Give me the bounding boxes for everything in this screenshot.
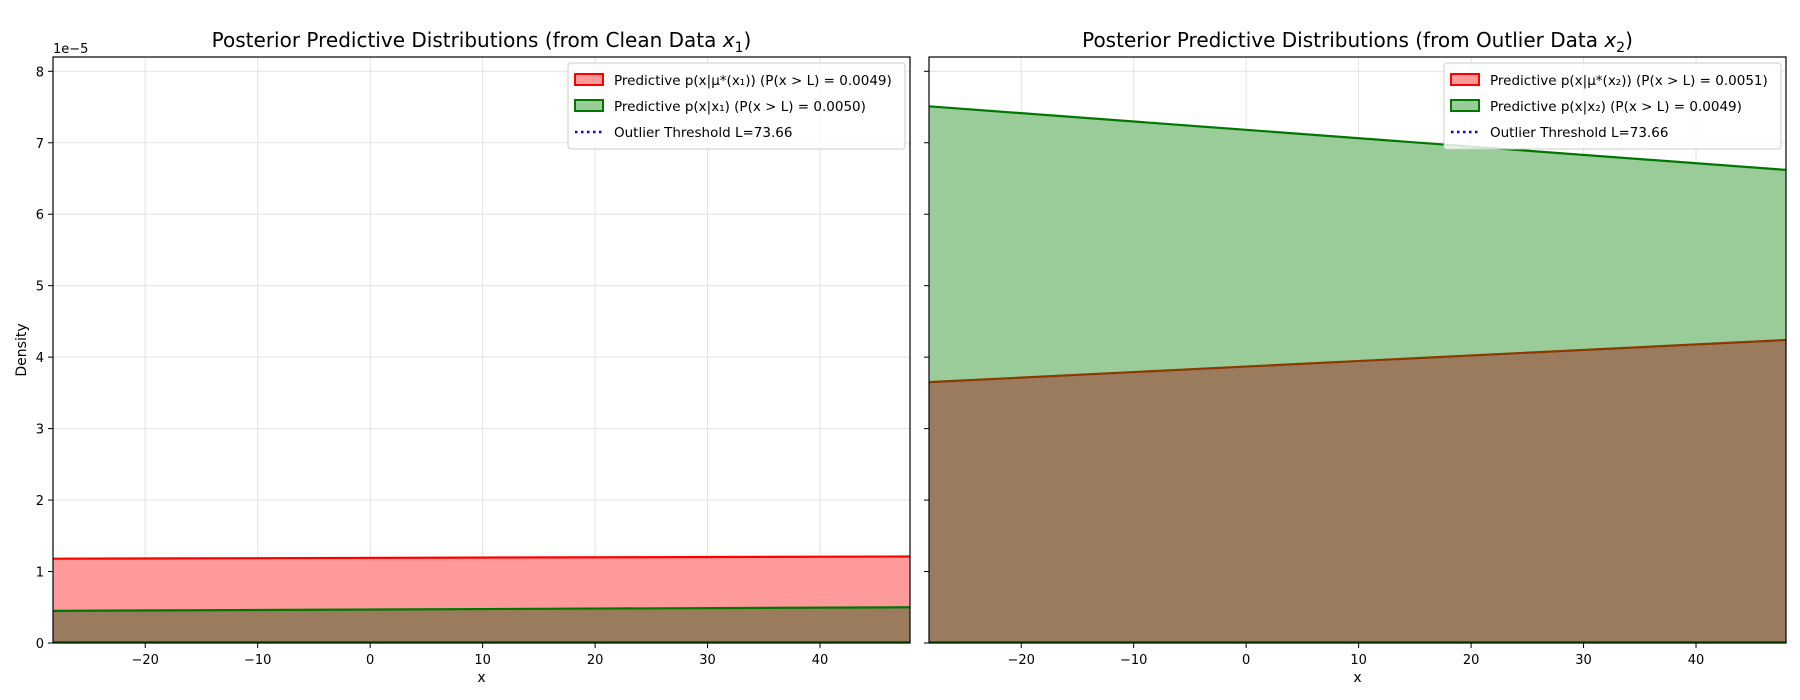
y-tick-label: 6: [36, 208, 44, 223]
line-series-1: [929, 338, 1786, 384]
x-tick-label: 0: [366, 653, 374, 668]
x-tick-label: −10: [244, 653, 271, 668]
area-series-2: [53, 607, 910, 643]
x-axis-label: x: [1353, 670, 1361, 686]
line-series-2: [53, 606, 910, 612]
area-series-2: [929, 106, 1786, 643]
y-tick-label: 1: [36, 566, 44, 581]
legend-label-1: Predictive p(x|μ*(x₂)) (P(x > L) = 0.005…: [1490, 73, 1768, 89]
x-axis-label: x: [477, 670, 485, 686]
y-tick-label: 2: [36, 494, 44, 509]
axes-frame: [52, 56, 911, 644]
x-tick-label: 0: [1242, 653, 1250, 668]
x-tick-label: 40: [1688, 653, 1705, 668]
axes-frame: [928, 56, 1787, 644]
x-tick-label: 30: [699, 653, 716, 668]
chart-title: Posterior Predictive Distributions (from…: [212, 28, 752, 56]
chart-panel-1: −20 −10 0 10 20 30 40 0 1 2 3 4 5 6 7 8 x Density 1e−5 Post…: [14, 28, 911, 686]
x-tick-label: 10: [1350, 653, 1367, 668]
legend-label-1: Predictive p(x|μ*(x₁)) (P(x > L) = 0.004…: [614, 73, 892, 89]
y-tick-label: 7: [36, 137, 44, 152]
title-text: Posterior Predictive Distributions (from…: [1082, 28, 1604, 52]
y-tick-label: 3: [36, 423, 44, 438]
line-series-1: [53, 555, 910, 560]
x-tick-label: 10: [474, 653, 491, 668]
x-tick-label: 40: [812, 653, 829, 668]
legend-swatch-1: [574, 73, 604, 86]
x-tick-label: 20: [1463, 653, 1480, 668]
line-series-2: [929, 105, 1786, 172]
y-axis-label: Density: [14, 323, 30, 376]
title-text: Posterior Predictive Distributions (from…: [212, 28, 723, 52]
title-close: ): [744, 28, 752, 52]
legend: Predictive p(x|μ*(x₂)) (P(x > L) = 0.005…: [1443, 62, 1782, 150]
legend-label-2: Predictive p(x|x₂) (P(x > L) = 0.0049): [1490, 99, 1742, 115]
plot-area: [929, 105, 1786, 643]
x-tick-label: −20: [132, 653, 159, 668]
title-variable: x: [1603, 28, 1616, 52]
title-variable: x: [722, 28, 735, 52]
y-tick-label: 8: [36, 65, 44, 80]
legend: Predictive p(x|μ*(x₁)) (P(x > L) = 0.004…: [567, 62, 906, 150]
title-subscript: 2: [1616, 40, 1625, 56]
legend-swatch-1: [1450, 73, 1480, 86]
legend-box: [1443, 62, 1782, 150]
y-offset-label: 1e−5: [53, 42, 88, 57]
plot-area: [53, 555, 910, 643]
legend-swatch-2: [1450, 99, 1480, 112]
y-tick-label: 5: [36, 280, 44, 295]
legend-label-3: Outlier Threshold L=73.66: [614, 125, 792, 141]
y-tick-label: 4: [36, 351, 44, 366]
x-tick-label: −20: [1008, 653, 1035, 668]
title-close: ): [1625, 28, 1633, 52]
title-subscript: 1: [735, 40, 744, 56]
legend-label-3: Outlier Threshold L=73.66: [1490, 125, 1668, 141]
x-tick-label: 20: [587, 653, 604, 668]
legend-swatch-2: [574, 99, 604, 112]
y-tick-label: 0: [36, 637, 44, 652]
chart-title: Posterior Predictive Distributions (from…: [1082, 28, 1633, 56]
legend-label-2: Predictive p(x|x₁) (P(x > L) = 0.0050): [614, 99, 866, 115]
x-tick-label: 30: [1575, 653, 1592, 668]
x-tick-label: −10: [1120, 653, 1147, 668]
legend-box: [567, 62, 906, 150]
